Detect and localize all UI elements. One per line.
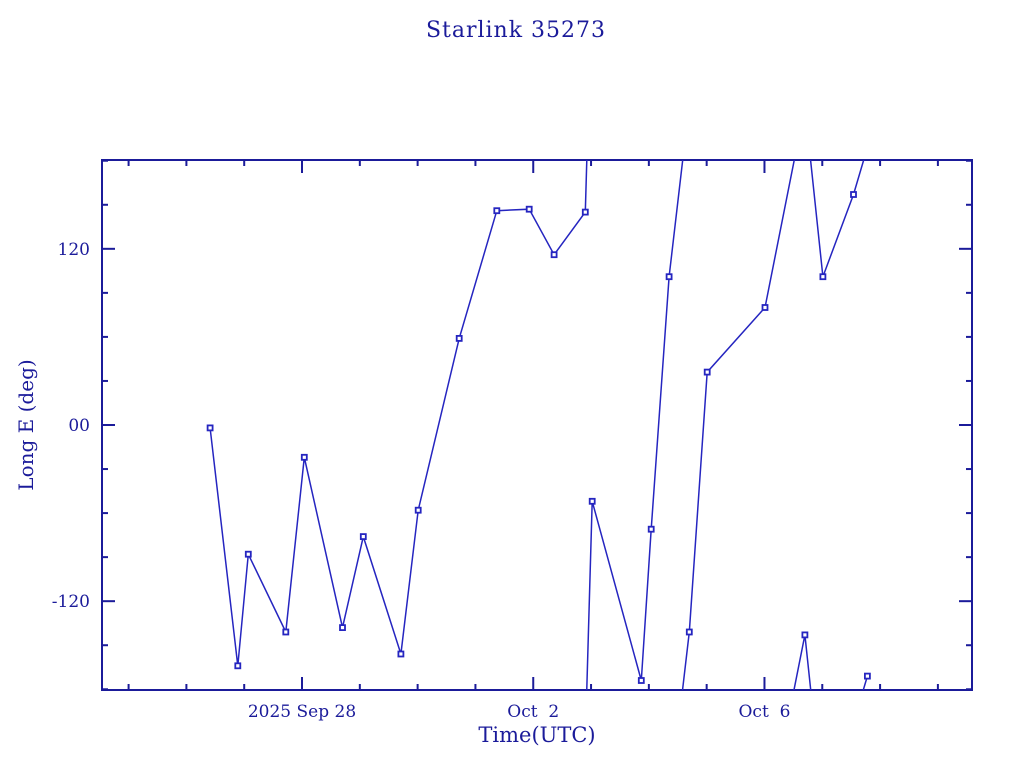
data-point-marker — [703, 368, 711, 376]
data-point-marker — [525, 205, 533, 213]
y-axis-title: Long E (deg) — [14, 359, 38, 490]
data-point-marker — [819, 273, 827, 281]
data-point-marker — [801, 631, 809, 639]
longitude-series-line — [681, 160, 865, 690]
data-point-marker — [550, 251, 558, 259]
data-point-marker — [244, 550, 252, 558]
chart-title: Starlink 35273 — [426, 18, 606, 43]
data-point-marker — [206, 424, 214, 432]
y-tick-label: 120 — [58, 240, 90, 260]
data-point-marker — [455, 334, 463, 342]
y-tick-label: 00 — [68, 416, 90, 436]
x-tick-label: Oct 6 — [739, 702, 791, 722]
data-point-marker — [850, 191, 857, 198]
chart-layer: 2025 Sep 28 Oct 2 Oct 6 120 00 -120 — [52, 159, 973, 722]
data-point-marker — [300, 453, 308, 461]
data-point-marker — [685, 628, 693, 636]
data-point-marker — [864, 672, 871, 680]
data-point-marker — [234, 662, 242, 670]
data-point-marker — [282, 628, 290, 636]
y-tick-label: -120 — [52, 592, 90, 612]
data-point-marker — [665, 273, 673, 281]
x-axis-title: Time(UTC) — [478, 723, 595, 747]
data-point-marker — [359, 533, 367, 540]
data-point-marker — [647, 525, 655, 533]
data-point-marker — [339, 624, 346, 631]
data-point-marker — [581, 208, 589, 216]
data-point-marker — [637, 677, 645, 684]
data-point-marker — [397, 650, 405, 658]
x-tick-label: 2025 Sep 28 — [248, 702, 356, 722]
data-point-marker — [493, 207, 501, 215]
data-point-marker — [414, 506, 422, 514]
data-point-marker — [588, 497, 596, 505]
longitude-series-line — [586, 160, 684, 690]
longitude-series-line — [209, 160, 588, 666]
x-tick-label: Oct 2 — [507, 702, 559, 722]
plot-frame — [101, 159, 973, 691]
data-point-marker — [761, 304, 769, 311]
